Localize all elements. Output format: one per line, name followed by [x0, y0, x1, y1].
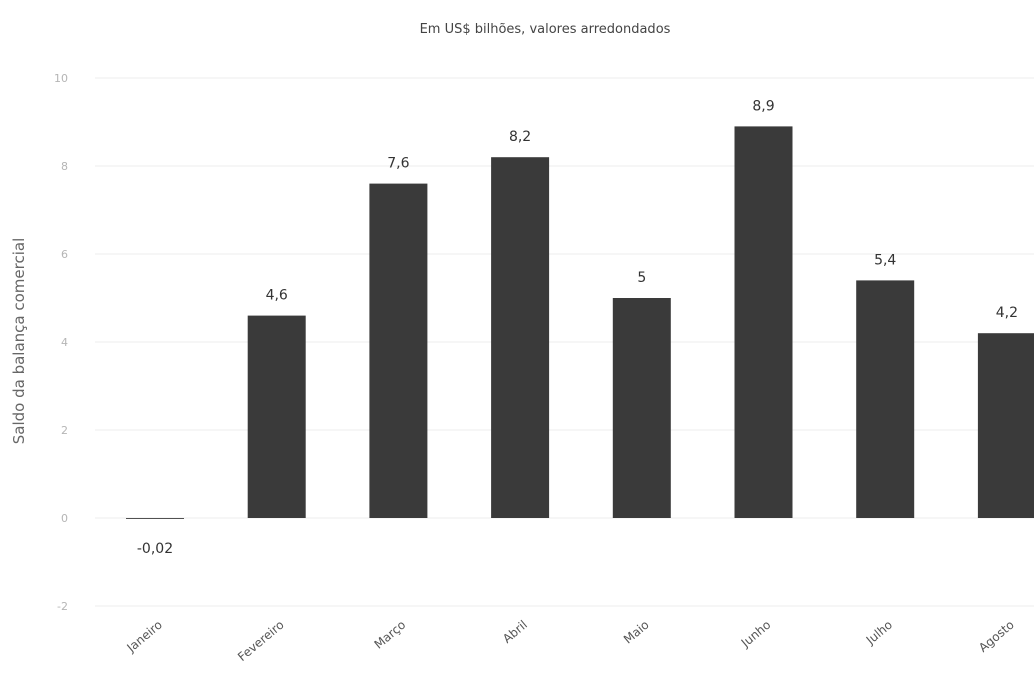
bar — [977, 333, 1034, 518]
data-label: 4,6 — [266, 288, 288, 304]
x-tick-label: Janeiro — [124, 618, 165, 656]
bar — [247, 315, 306, 518]
bar — [612, 298, 671, 518]
y-axis-ticks: 10 8 6 4 2 0 -2 — [54, 72, 68, 613]
data-label: 7,6 — [387, 156, 409, 172]
data-label: -0,02 — [137, 541, 173, 557]
y-tick-label: 4 — [61, 336, 68, 349]
y-tick-label: -2 — [57, 600, 68, 613]
data-label: 8,9 — [752, 98, 774, 114]
chart-subtitle: Em US$ bilhões, valores arredondados — [420, 22, 671, 37]
x-tick-label: Agosto — [976, 618, 1017, 655]
x-tick-label: Fevereiro — [235, 618, 287, 664]
y-tick-label: 0 — [61, 512, 68, 525]
y-axis-label: Saldo da balança comercial — [10, 238, 28, 445]
x-tick-label: Maio — [621, 618, 652, 647]
x-tick-label: Março — [372, 618, 409, 652]
x-tick-label: Julho — [863, 618, 895, 648]
bar — [856, 280, 915, 518]
data-label: 5,4 — [874, 252, 896, 268]
y-tick-label: 10 — [54, 72, 68, 85]
data-labels: -0,02 4,6 7,6 8,2 5 8,9 5,4 4,2 — [137, 98, 1018, 557]
x-tick-label: Junho — [738, 618, 774, 651]
x-tick-label: Abril — [500, 618, 530, 646]
data-label: 5 — [637, 270, 646, 286]
bar — [734, 126, 793, 519]
data-label: 8,2 — [509, 129, 531, 145]
y-tick-label: 2 — [61, 424, 68, 437]
y-tick-label: 8 — [61, 160, 68, 173]
x-axis-ticks: Janeiro Fevereiro Março Abril Maio Junho Julho… — [124, 618, 1017, 664]
y-tick-label: 6 — [61, 248, 68, 261]
bar — [369, 183, 428, 518]
bars — [126, 126, 1034, 519]
data-label: 4,2 — [996, 305, 1018, 321]
bar — [491, 157, 550, 518]
bar — [126, 518, 184, 519]
